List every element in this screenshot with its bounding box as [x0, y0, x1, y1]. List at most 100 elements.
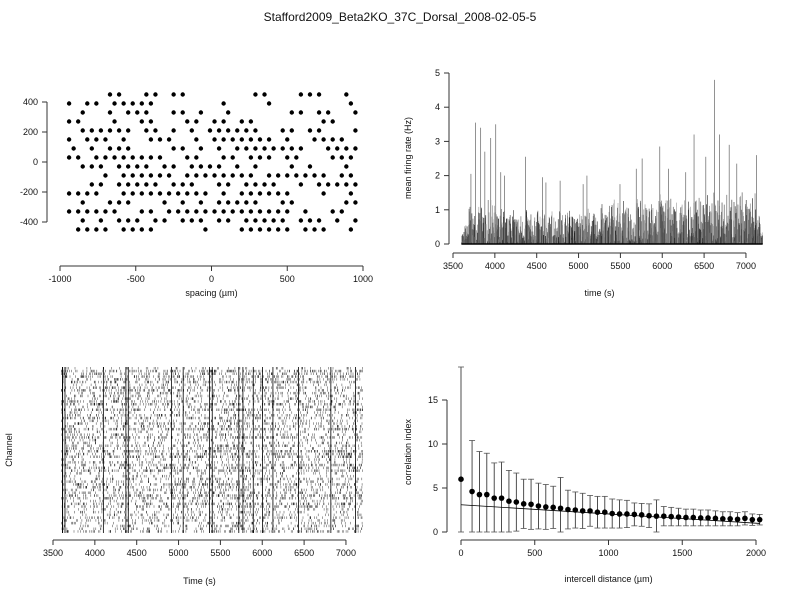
channel-spikes [70, 391, 361, 395]
channel-spikes [64, 367, 363, 370]
channel-spikes [61, 411, 361, 414]
x-tick-label: 5000 [569, 261, 589, 271]
channel-spikes [62, 397, 363, 400]
electrode-point [285, 155, 290, 160]
electrode-point [166, 209, 172, 214]
electrode-point [225, 110, 231, 115]
electrode-point [221, 173, 226, 178]
electrode-point [203, 209, 208, 214]
channel-spikes [64, 452, 363, 456]
mean-point [638, 512, 645, 518]
electrode-point [257, 191, 263, 196]
electrode-point [103, 209, 108, 214]
electrode-point [294, 155, 299, 160]
electrode-point [85, 137, 90, 142]
mean-point [587, 508, 593, 514]
electrode-point [216, 128, 222, 133]
electrode-point [180, 182, 185, 187]
electrode-point [230, 155, 235, 160]
channel-spikes [65, 386, 362, 389]
electrode-point [285, 137, 290, 142]
electrode-point [230, 209, 235, 214]
electrode-point [130, 101, 135, 106]
electrode-point [321, 191, 326, 196]
electrode-point [257, 227, 263, 232]
electrode-point [330, 137, 335, 142]
electrode-point [189, 218, 195, 223]
channel-spikes [61, 427, 363, 431]
x-tick-label: 0 [458, 548, 463, 558]
electrode-point [171, 128, 176, 133]
channel-spikes [61, 505, 360, 508]
electrode-point [162, 164, 167, 169]
channel-spikes [73, 383, 351, 387]
electrode-point [75, 119, 81, 124]
electrode-point [139, 173, 145, 178]
electrode-point [325, 146, 331, 151]
channel-spikes [66, 444, 363, 447]
electrode-point [266, 191, 272, 196]
electrode-point [289, 128, 294, 133]
electrode-point [280, 128, 285, 133]
electrode-point [248, 191, 254, 196]
channel-spikes [64, 502, 363, 506]
channel-spikes [63, 519, 345, 522]
electrode-point [135, 218, 140, 223]
channel-spikes [62, 524, 363, 528]
electrode-point [180, 146, 185, 151]
electrode-point [116, 128, 122, 133]
electrode-point [125, 110, 131, 115]
electrode-point [116, 182, 122, 187]
electrode-point [148, 209, 154, 214]
electrode-point [157, 137, 163, 142]
electrode-point [275, 191, 281, 196]
electrode-point [98, 128, 104, 133]
electrode-point [125, 146, 131, 151]
x-tick-label: 7000 [336, 548, 356, 558]
electrode-point [307, 164, 313, 169]
electrode-point [239, 209, 244, 214]
electrode-point [166, 173, 172, 178]
electrode-point [271, 218, 276, 223]
channel-spikes [62, 378, 361, 381]
electrode-point [335, 182, 340, 187]
mean-point [609, 510, 615, 517]
electrode-point [139, 227, 145, 232]
mean-point [528, 501, 534, 508]
channel-spikes [61, 419, 358, 423]
mean-point [653, 513, 660, 519]
mean-point [484, 491, 490, 498]
electrode-point [212, 209, 217, 214]
electrode-point [225, 128, 231, 133]
electrode-point [285, 209, 290, 214]
electrode-point [253, 182, 258, 187]
electrode-point [116, 92, 122, 97]
electrode-point [66, 155, 72, 160]
electrode-point [289, 200, 294, 205]
electrode-point [75, 191, 81, 196]
y-tick-label: 3 [435, 136, 440, 146]
electrode-point [244, 146, 249, 151]
electrode-point [289, 110, 294, 115]
electrode-point [262, 182, 267, 187]
electrode-point [207, 128, 213, 133]
electrode-point [253, 92, 258, 97]
electrode-point [244, 218, 249, 223]
electrode-point [235, 164, 240, 169]
electrode-point [280, 218, 285, 223]
electrode-point [244, 182, 249, 187]
channel-spikes [61, 372, 361, 375]
y-axis-label: mean firing rate (Hz) [403, 117, 413, 199]
electrode-point [157, 191, 163, 196]
electrode-point [257, 209, 263, 214]
mean-point [491, 495, 497, 501]
channel-spikes [63, 416, 363, 420]
electrode-point [139, 209, 145, 214]
electrode-point [107, 110, 113, 115]
channel-spikes [61, 461, 363, 464]
electrode-point [325, 182, 331, 187]
electrode-point [239, 227, 244, 232]
mean-point [631, 511, 638, 518]
x-tick-label: 0 [209, 274, 214, 284]
electrode-point [312, 173, 317, 178]
